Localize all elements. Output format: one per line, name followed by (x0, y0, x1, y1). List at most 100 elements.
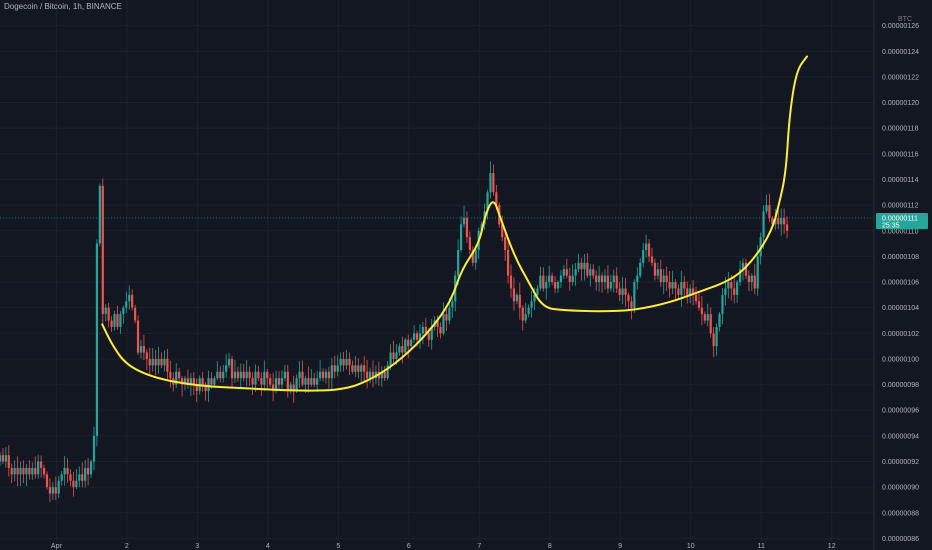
candle-body (738, 269, 742, 283)
candle-body (471, 249, 474, 263)
candle-body (22, 467, 25, 475)
candle-body (706, 314, 709, 321)
x-tick-label: 11 (758, 543, 765, 550)
candle-body (612, 275, 615, 283)
candle-body (427, 333, 430, 340)
candle-body (236, 371, 239, 379)
x-tick-label: Apr (51, 543, 63, 550)
candle-body (486, 192, 489, 212)
y-tick-label: 0.00000090 (882, 485, 919, 492)
candle-body (518, 294, 521, 308)
candle-body (69, 474, 72, 481)
candle-body (442, 314, 445, 334)
candle-body (451, 301, 454, 308)
candle-body (721, 294, 724, 315)
candle-body (598, 275, 601, 283)
candle-body (336, 365, 339, 372)
candle-body (45, 474, 49, 488)
candle-body (556, 282, 560, 289)
candle-body (301, 371, 304, 385)
candle-body (495, 192, 498, 206)
candle-body (310, 378, 313, 385)
candle-body (260, 378, 263, 385)
candle-body (78, 474, 81, 481)
candle-body (709, 314, 712, 334)
candle-body (131, 294, 134, 308)
candle-body (363, 365, 366, 372)
candle-body (195, 384, 198, 392)
candle-body (178, 371, 181, 379)
candle-body (577, 262, 580, 270)
candle-body (380, 371, 383, 379)
candle-body (636, 275, 639, 283)
candle-body (686, 288, 689, 295)
candle-body (84, 467, 87, 481)
candle-body (665, 275, 668, 283)
x-tick-label: 5 (336, 543, 340, 550)
current-price-countdown: 25:35 (882, 222, 900, 229)
freehand-drawing[interactable] (101, 55, 809, 392)
candle-body (136, 320, 140, 353)
candle-body (48, 487, 52, 494)
candle-body (768, 205, 771, 218)
candle-body (589, 269, 592, 276)
candle-body (204, 384, 207, 392)
candle-body (201, 378, 204, 385)
candle-body (383, 371, 386, 379)
candle-body (51, 487, 54, 494)
candle-body (175, 371, 178, 385)
candle-body (25, 467, 28, 475)
candle-body (691, 288, 695, 295)
candle-body (313, 378, 316, 385)
candle-body (539, 275, 542, 289)
drawing-path[interactable] (101, 55, 809, 392)
candle-body (263, 371, 266, 385)
candle-body (245, 371, 248, 379)
candle-body (304, 378, 307, 385)
candle-body (677, 288, 680, 295)
x-tick-label: 10 (687, 543, 695, 550)
y-tick-label: 0.00000086 (882, 536, 919, 543)
candle-body (465, 217, 469, 238)
time-axis[interactable]: Apr 2 3 4 5 6 7 8 9 10 11 12 (51, 543, 836, 550)
candle-body (606, 275, 610, 289)
candle-body (583, 262, 586, 270)
candle-body (615, 275, 618, 289)
candle-body (401, 346, 404, 353)
candle-body (642, 249, 645, 263)
candle-body (183, 378, 187, 385)
candle-body (559, 275, 563, 283)
candle-body (395, 352, 398, 359)
candle-body (57, 480, 60, 494)
candle-body (327, 371, 331, 379)
candle-body (506, 249, 510, 276)
price-axis[interactable]: 0.00000086 0.00000088 0.00000090 0.00000092… (873, 0, 919, 550)
chart-title: Dogecoin / Bitcoin, 1h, BINANCE (4, 2, 122, 11)
candle-body (219, 371, 222, 379)
x-tick-label: 6 (407, 543, 411, 550)
candle-body (747, 275, 750, 283)
candle-body (459, 224, 463, 250)
candle-body (448, 307, 451, 321)
candle-body (348, 358, 351, 366)
candle-body (169, 371, 172, 379)
candle-body (230, 358, 234, 379)
candle-body (42, 467, 46, 475)
candle-body (113, 314, 116, 327)
candle-body (771, 217, 774, 225)
candle-body (600, 275, 604, 283)
candle-body (777, 217, 780, 225)
candle-body (703, 314, 706, 321)
candle-body (128, 294, 131, 302)
y-tick-label: 0.00000120 (882, 100, 919, 107)
candle-body (366, 371, 369, 379)
candle-body (92, 435, 96, 462)
candle-body (548, 275, 551, 283)
x-tick-label: 4 (266, 543, 270, 550)
candle-body (700, 307, 704, 315)
candle-body (780, 217, 783, 225)
candle-body (272, 384, 275, 392)
candle-body (430, 326, 433, 340)
candle-body (630, 301, 633, 308)
